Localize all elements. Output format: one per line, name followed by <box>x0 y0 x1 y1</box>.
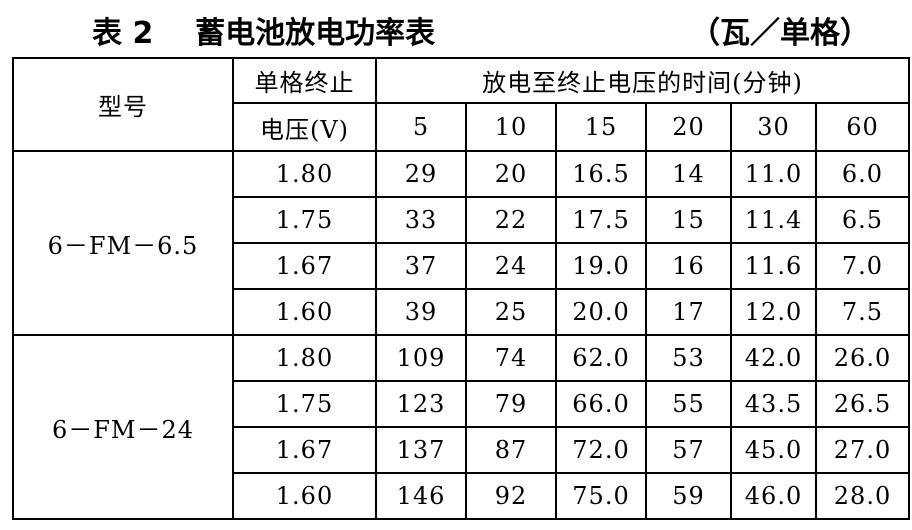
model-cell: 6－FM－24 <box>12 334 234 520</box>
table-row: 1.67 37 24 19.0 16 11.6 7.0 <box>13 242 910 290</box>
minutes-header: 10 <box>465 102 557 152</box>
power-cell: 45.0 <box>730 426 817 474</box>
power-cell: 39 <box>375 288 467 336</box>
power-cell: 11.6 <box>730 242 817 290</box>
power-cell: 22 <box>465 196 557 244</box>
power-cell: 17.5 <box>555 196 647 244</box>
power-cell: 57 <box>645 426 732 474</box>
power-cell: 15 <box>645 196 732 244</box>
power-cell: 20 <box>465 150 557 198</box>
voltage-cell: 1.60 <box>232 472 377 520</box>
voltage-cell: 1.75 <box>232 380 377 428</box>
time-group-header: 放电至终止电压的时间(分钟) <box>375 57 910 104</box>
power-cell: 6.0 <box>815 150 910 198</box>
minutes-header: 5 <box>375 102 467 152</box>
voltage-cell: 1.80 <box>232 334 377 382</box>
power-cell: 42.0 <box>730 334 817 382</box>
voltage-cell: 1.67 <box>232 426 377 474</box>
power-cell: 20.0 <box>555 288 647 336</box>
voltage-header-line1: 单格终止 <box>232 57 377 104</box>
header-row: 型号 单格终止 放电至终止电压的时间(分钟) <box>12 57 910 152</box>
power-cell: 87 <box>465 426 557 474</box>
power-cell: 11.0 <box>730 150 817 198</box>
table-row: 1.60 39 25 20.0 17 12.0 7.5 <box>13 288 910 336</box>
voltage-cell: 1.75 <box>232 196 377 244</box>
power-cell: 19.0 <box>555 242 647 290</box>
power-cell: 7.5 <box>815 288 910 336</box>
power-cell: 14 <box>645 150 732 198</box>
power-cell: 66.0 <box>555 380 647 428</box>
unit-label: （瓦／单格） <box>690 16 870 51</box>
power-cell: 72.0 <box>555 426 647 474</box>
table-row: 1.75 33 22 17.5 15 11.4 6.5 <box>13 196 910 244</box>
discharge-power-table: 型号 单格终止 放电至终止电压的时间(分钟) 电压(V) 5 10 15 20 … <box>12 57 910 520</box>
table-row: 1.67 137 87 72.0 57 45.0 27.0 <box>13 426 910 474</box>
power-cell: 137 <box>375 426 467 474</box>
table-row: 1.75 123 79 66.0 55 43.5 26.5 <box>13 380 910 428</box>
power-cell: 75.0 <box>555 472 647 520</box>
minutes-header: 30 <box>730 102 817 152</box>
table-row: 6－FM－24 1.80 109 74 62.0 53 42.0 26.0 <box>12 334 910 520</box>
power-cell: 33 <box>375 196 467 244</box>
model-cell: 6－FM－6.5 <box>12 150 234 336</box>
power-cell: 26.5 <box>815 380 910 428</box>
minutes-header: 20 <box>645 102 732 152</box>
power-cell: 16.5 <box>555 150 647 198</box>
power-cell: 53 <box>645 334 732 382</box>
power-cell: 146 <box>375 472 467 520</box>
voltage-cell: 1.67 <box>232 242 377 290</box>
power-cell: 29 <box>375 150 467 198</box>
power-cell: 16 <box>645 242 732 290</box>
power-cell: 24 <box>465 242 557 290</box>
power-cell: 12.0 <box>730 288 817 336</box>
power-cell: 62.0 <box>555 334 647 382</box>
power-cell: 109 <box>375 334 467 382</box>
minutes-header: 15 <box>555 102 647 152</box>
table-title: 表 2 蓄电池放电功率表 <box>92 16 436 51</box>
power-cell: 25 <box>465 288 557 336</box>
power-cell: 46.0 <box>730 472 817 520</box>
power-cell: 27.0 <box>815 426 910 474</box>
power-cell: 17 <box>645 288 732 336</box>
power-cell: 79 <box>465 380 557 428</box>
power-cell: 123 <box>375 380 467 428</box>
power-cell: 74 <box>465 334 557 382</box>
power-cell: 37 <box>375 242 467 290</box>
minutes-header: 60 <box>815 102 910 152</box>
power-cell: 92 <box>465 472 557 520</box>
voltage-cell: 1.60 <box>232 288 377 336</box>
minutes-header-row: 电压(V) 5 10 15 20 30 60 <box>13 102 910 152</box>
power-cell: 7.0 <box>815 242 910 290</box>
power-cell: 43.5 <box>730 380 817 428</box>
voltage-header-line2: 电压(V) <box>232 102 377 152</box>
power-cell: 55 <box>645 380 732 428</box>
power-cell: 59 <box>645 472 732 520</box>
power-cell: 6.5 <box>815 196 910 244</box>
power-cell: 28.0 <box>815 472 910 520</box>
power-cell: 11.4 <box>730 196 817 244</box>
table-row: 6－FM－6.5 1.80 29 20 16.5 14 11.0 6.0 <box>12 150 910 336</box>
model-header: 型号 <box>12 57 234 152</box>
power-cell: 26.0 <box>815 334 910 382</box>
voltage-cell: 1.80 <box>232 150 377 198</box>
table-row: 1.60 146 92 75.0 59 46.0 28.0 <box>13 472 910 520</box>
